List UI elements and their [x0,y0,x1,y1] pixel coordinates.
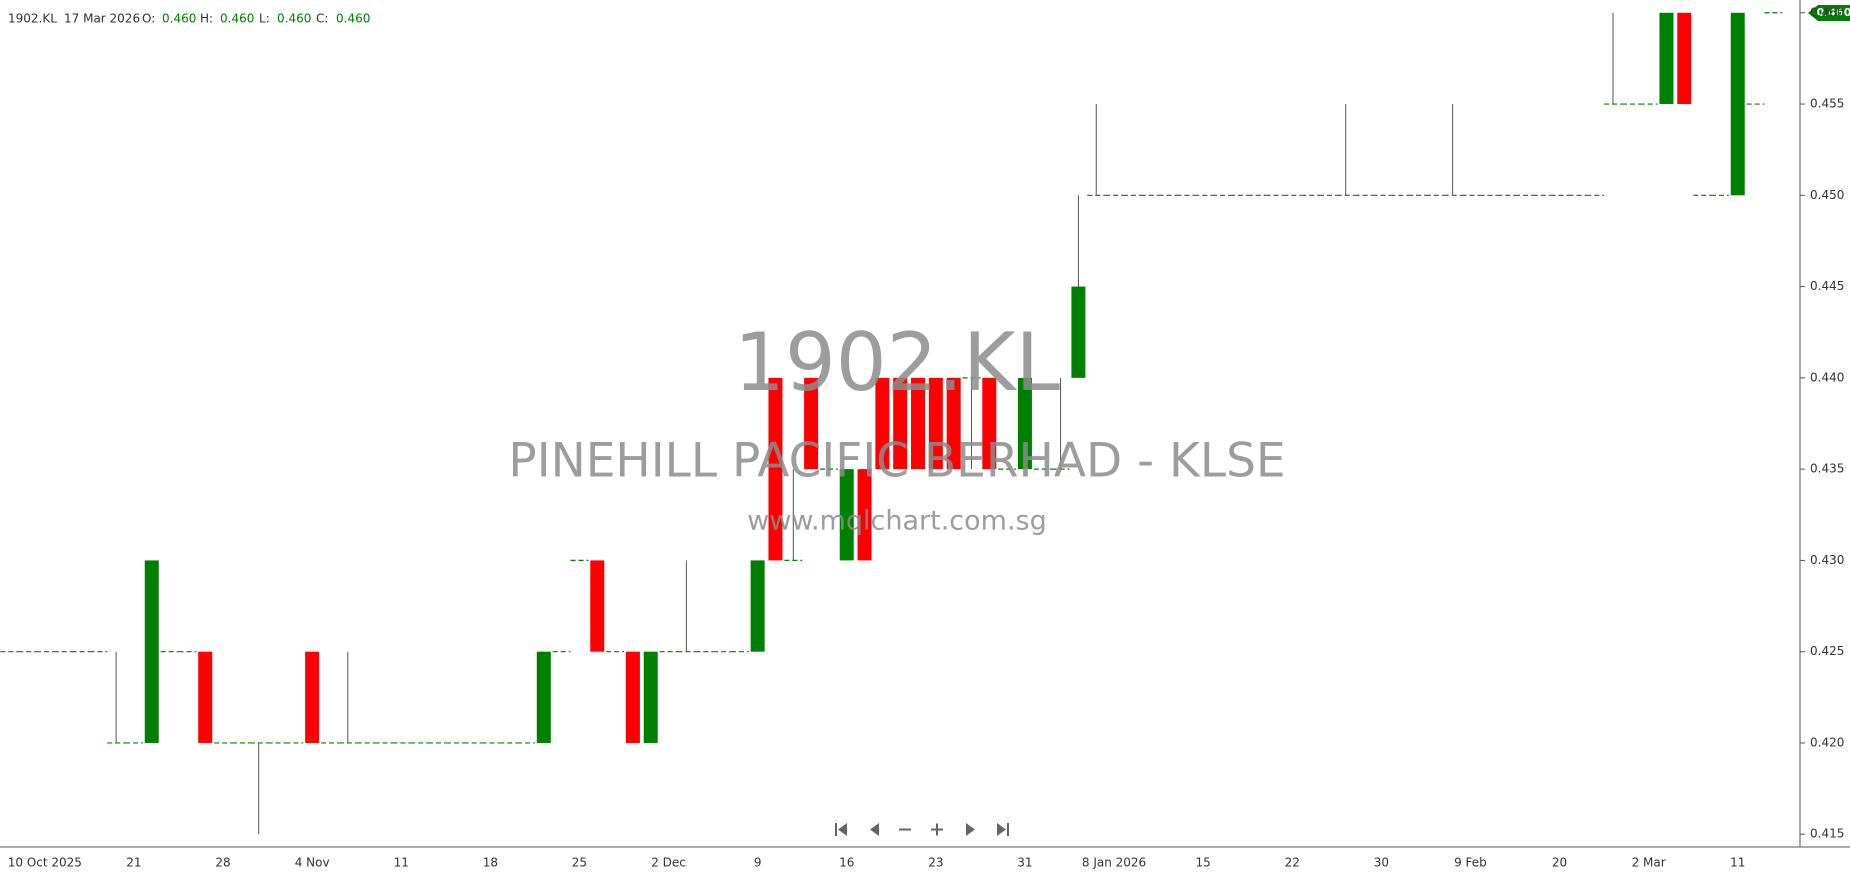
x-tick-label: 15 [1195,856,1210,870]
y-tick-label: 0.445 [1810,279,1844,293]
close-label: C: [316,12,328,26]
y-tick-label: 0.420 [1810,735,1844,749]
x-tick-label: 8 Jan 2026 [1082,856,1146,870]
watermark-name: PINEHILL PACIFIC BERHAD - KLSE [508,434,1285,489]
candle-body [536,651,551,743]
x-tick-label: 23 [928,856,943,870]
candle-body [1677,12,1692,105]
close-value: 0.460 [336,12,370,26]
nav-prev[interactable] [870,823,879,836]
candle-body [893,377,908,470]
x-tick-label: 16 [839,856,854,870]
candle-body [857,469,872,561]
nav-next[interactable] [966,823,975,836]
low-label: L: [259,12,270,26]
nav-zoom-in[interactable] [931,823,943,836]
candle-body [750,560,765,652]
open-value: 0.460 [162,12,196,26]
x-tick-label: 9 Feb [1454,856,1487,870]
candle-body [804,377,819,470]
candle-body [1017,377,1032,470]
nav-zoom-out[interactable] [899,828,911,831]
last-price-label: 0.460 [1817,6,1850,19]
x-tick-label: 20 [1552,856,1567,870]
y-tick-label: 0.415 [1810,827,1844,841]
candle-body [590,560,605,652]
candle-body [198,651,213,743]
high-value: 0.460 [220,12,254,26]
y-tick-label: 0.440 [1810,370,1844,384]
y-tick-label: 0.455 [1810,97,1844,111]
x-tick-label: 28 [215,856,230,870]
x-tick-label: 18 [483,856,498,870]
x-tick-label: 2 Mar [1632,856,1666,870]
open-label: O: [142,12,155,26]
last-price-tag [1808,5,1850,21]
navigation [835,823,1009,836]
candle-body [643,651,658,743]
candle-body [928,377,943,470]
y-tick-label: 0.430 [1810,553,1844,567]
candle-body [144,560,159,743]
nav-first[interactable] [835,823,847,836]
candles [0,12,1783,835]
candle-body [946,377,961,470]
y-tick-label: 0.460 [1810,5,1844,19]
x-tick-label: 25 [572,856,587,870]
x-tick-label: 2 Dec [651,856,686,870]
x-tick-label: 31 [1017,856,1032,870]
watermark-site: www.mqlchart.com.sg [747,506,1047,537]
watermark-code: 1902.KL [734,316,1060,409]
candle-body [839,469,854,561]
candle-body [1730,12,1745,196]
candle-body [875,377,890,470]
symbol: 1902.KL [8,12,57,26]
candle-body [768,377,783,561]
candle-body [625,651,640,743]
y-tick-label: 0.435 [1810,462,1844,476]
candle-body [1071,286,1086,378]
x-tick-label: 22 [1285,856,1300,870]
candle-body [911,377,926,470]
x-tick-label: 11 [394,856,409,870]
y-tick-label: 0.450 [1810,188,1844,202]
candle-body [1659,12,1674,105]
y-tick-label: 0.425 [1810,644,1844,658]
candle-body [982,377,997,470]
date: 17 Mar 2026 [64,12,140,26]
high-label: H: [200,12,213,26]
candle-body [305,651,320,743]
x-tick-label: 21 [126,856,141,870]
nav-last[interactable] [997,823,1009,836]
x-tick-label: 9 [754,856,762,870]
x-tick-label: 4 Nov [295,856,330,870]
x-tick-label: 11 [1730,856,1745,870]
x-tick-label: 30 [1374,856,1389,870]
x-tick-label: 10 Oct 2025 [8,856,82,870]
low-value: 0.460 [277,12,311,26]
